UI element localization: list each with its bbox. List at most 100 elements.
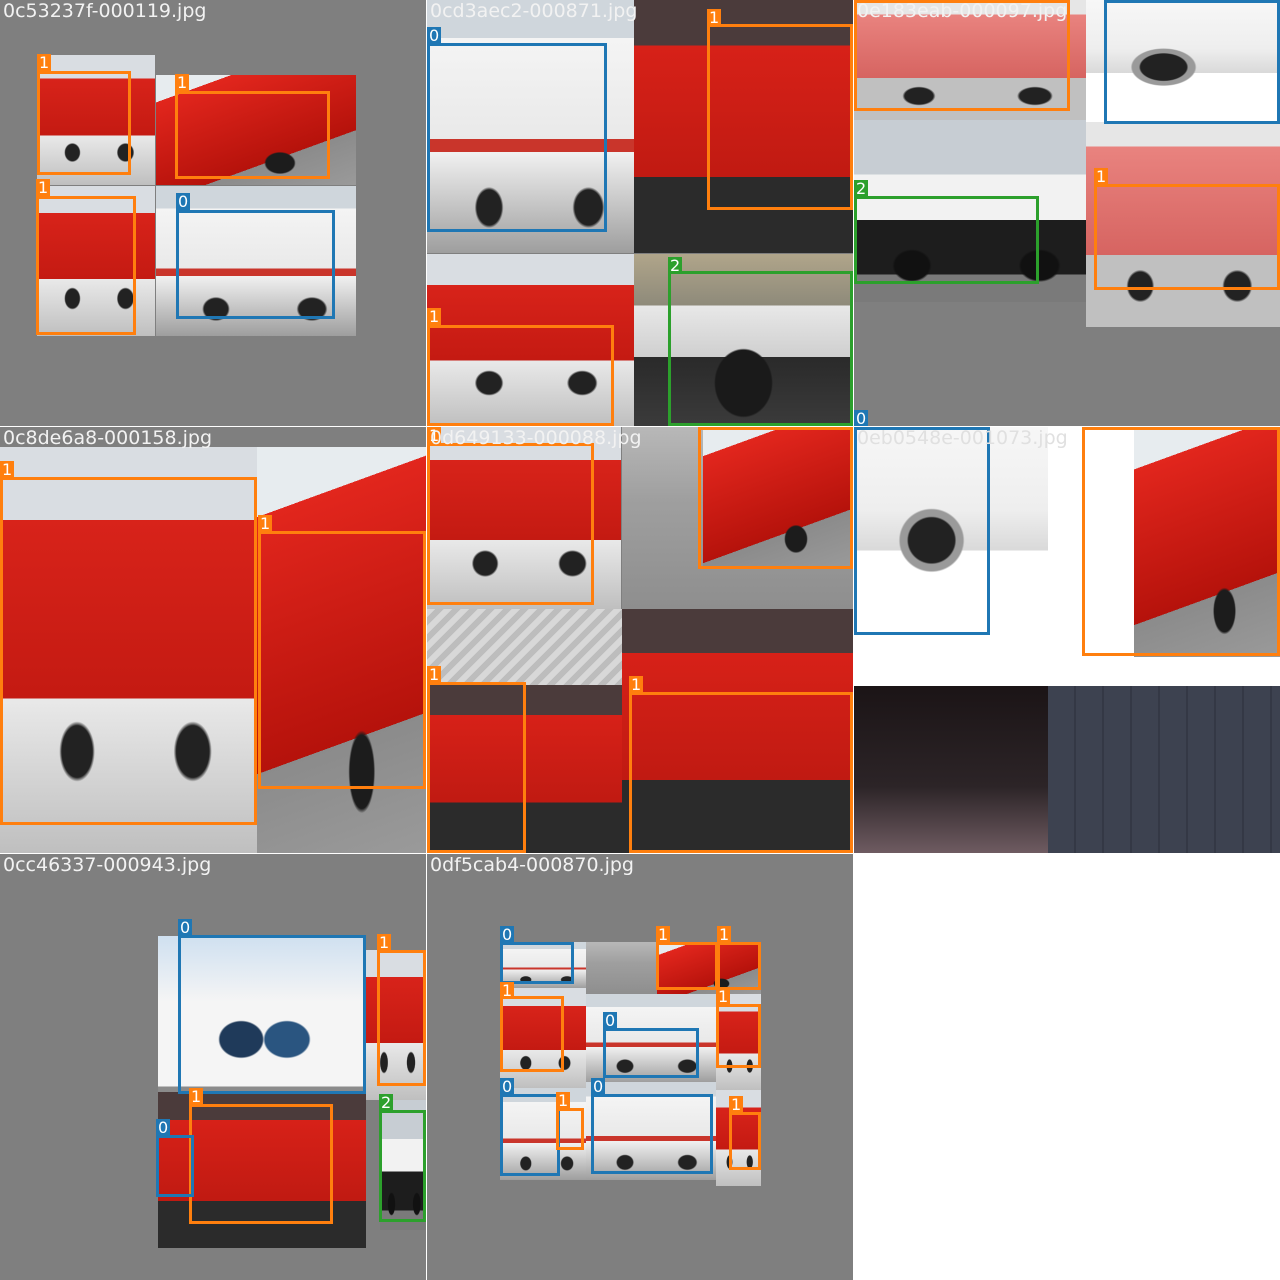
photo-fire-truck [716,994,761,1090]
bbox-fire-truck [427,443,594,605]
bbox-fire-truck [36,196,136,335]
bbox-fire-truck [656,942,718,990]
photo-ambulance [1086,0,1280,122]
tile-filename: 0e183eab-000097.jpg [857,0,1068,22]
bbox-ambulance [1104,0,1280,124]
photo-fire-truck [854,0,1086,120]
class-label-tag: 0 [591,1077,606,1096]
tile-filename: 0d649133-000088.jpg [430,427,642,449]
class-label-tag: 1 [707,8,722,27]
class-label-tag: 0 [500,925,515,944]
class-label-tag: 1 [427,427,442,445]
photo-fire-truck [586,942,664,994]
photo-police-car [854,120,1086,302]
class-label-tag: 0 [178,918,193,937]
photo-ambulance [586,994,716,1082]
photo-ambulance [854,427,1048,633]
class-label-tag: 1 [656,925,671,944]
photo-fire-truck [427,427,621,609]
class-label-tag: 0 [156,1118,171,1137]
mosaic-tile-6: 0eb0548e-001073.jpg 1 [854,427,1280,853]
mosaic-tile-empty [854,854,1280,1280]
photo-night-street [854,686,1048,853]
tile-filename: 0df5cab4-000870.jpg [430,854,634,876]
bbox-fire-truck [1094,184,1280,290]
bbox-ambulance [156,1135,194,1197]
class-label-tag: 1 [427,665,442,684]
class-label-tag: 1 [1094,167,1109,186]
class-label-tag: 2 [854,179,869,198]
photo-fire-truck [0,447,257,853]
bbox-fire-truck [377,950,426,1086]
class-label-tag: 1 [427,307,442,326]
class-label-tag: 0 [500,1077,515,1096]
class-label-tag: 1 [500,981,515,1000]
photo-fire-truck [1134,427,1280,657]
bbox-fire-truck [258,531,426,789]
photo-ambulance [427,0,634,253]
photo-fire-truck [657,942,761,994]
bbox-fire-truck [189,1104,333,1224]
mosaic-tile-4: 0c8de6a8-000158.jpg 1 1 [0,427,426,853]
class-label-tag: 1 [729,1095,744,1114]
photo-police-car [380,1100,426,1230]
bbox-fire-truck [854,0,1070,111]
bbox-ambulance [591,1094,713,1174]
photo-fire-truck [257,447,426,853]
bbox-fire-truck [175,91,330,179]
bbox-ambulance [178,935,366,1094]
bbox-ambulance [603,1028,699,1078]
photo-building [1048,686,1280,853]
photo-ambulance [586,1082,716,1180]
photo-ambulance [500,1088,586,1180]
mosaic-tile-1: 0c53237f-000119.jpg 1 1 1 0 [0,0,426,426]
tile-filename: 0cc46337-000943.jpg [3,854,212,876]
mosaic-tile-2: 0cd3aec2-000871.jpg 0 1 1 2 [427,0,853,426]
bbox-fire-truck [0,477,257,825]
bbox-police-car [668,271,853,426]
bbox-fire-truck [427,325,614,426]
bbox-fire-truck [729,1112,761,1170]
bbox-ambulance [427,43,607,232]
mosaic-tile-8: 0df5cab4-000870.jpg 0 1 1 1 0 1 0 1 0 1 [427,854,853,1280]
bbox-ambulance [500,1094,560,1176]
class-label-tag: 0 [603,1011,618,1030]
class-label-tag: 1 [556,1091,571,1110]
bbox-fire-truck [500,996,564,1072]
bbox-fire-truck [556,1108,584,1150]
class-label-tag: 1 [258,514,273,533]
class-label-tag: 1 [37,53,52,72]
bbox-ambulance [500,942,574,984]
bbox-fire-truck [1082,427,1280,656]
bbox-police-car [379,1110,426,1222]
class-label-tag: 1 [189,1087,204,1106]
class-label-tag: 2 [379,1093,394,1112]
class-label-tag: 1 [716,987,731,1006]
bbox-fire-truck [717,942,761,990]
class-label-tag: 0 [854,409,869,426]
photo-fire-truck [703,427,853,567]
photo-fire-truck [634,0,853,253]
tile-filename: 0cd3aec2-000871.jpg [430,0,638,22]
bbox-fire-truck [698,427,853,569]
mosaic-tile-3: 0e183eab-000097.jpg 2 1 0 [854,0,1280,426]
bbox-fire-truck [629,692,853,853]
bbox-fire-truck [707,24,853,210]
bbox-fire-truck [37,71,131,175]
photo-fire-truck [622,609,853,853]
bbox-fire-truck [427,682,526,853]
class-label-tag: 0 [427,26,442,45]
photo-fire-truck [427,254,634,426]
class-label-tag: 1 [36,178,51,197]
bbox-fire-truck [716,1004,761,1068]
class-label-tag: 1 [717,925,732,944]
class-label-tag: 1 [175,73,190,92]
mosaic-tile-7: 0cc46337-000943.jpg 0 1 2 1 0 [0,854,426,1280]
class-label-tag: 1 [0,460,15,479]
mosaic-tile-5: 0d649133-000088.jpg 1 1 1 1 [427,427,853,853]
photo-fire-truck [366,950,426,1100]
class-label-tag: 1 [629,675,644,694]
bbox-ambulance [176,210,335,319]
photo-fire-truck [37,55,155,185]
class-label-tag: 2 [668,256,683,275]
